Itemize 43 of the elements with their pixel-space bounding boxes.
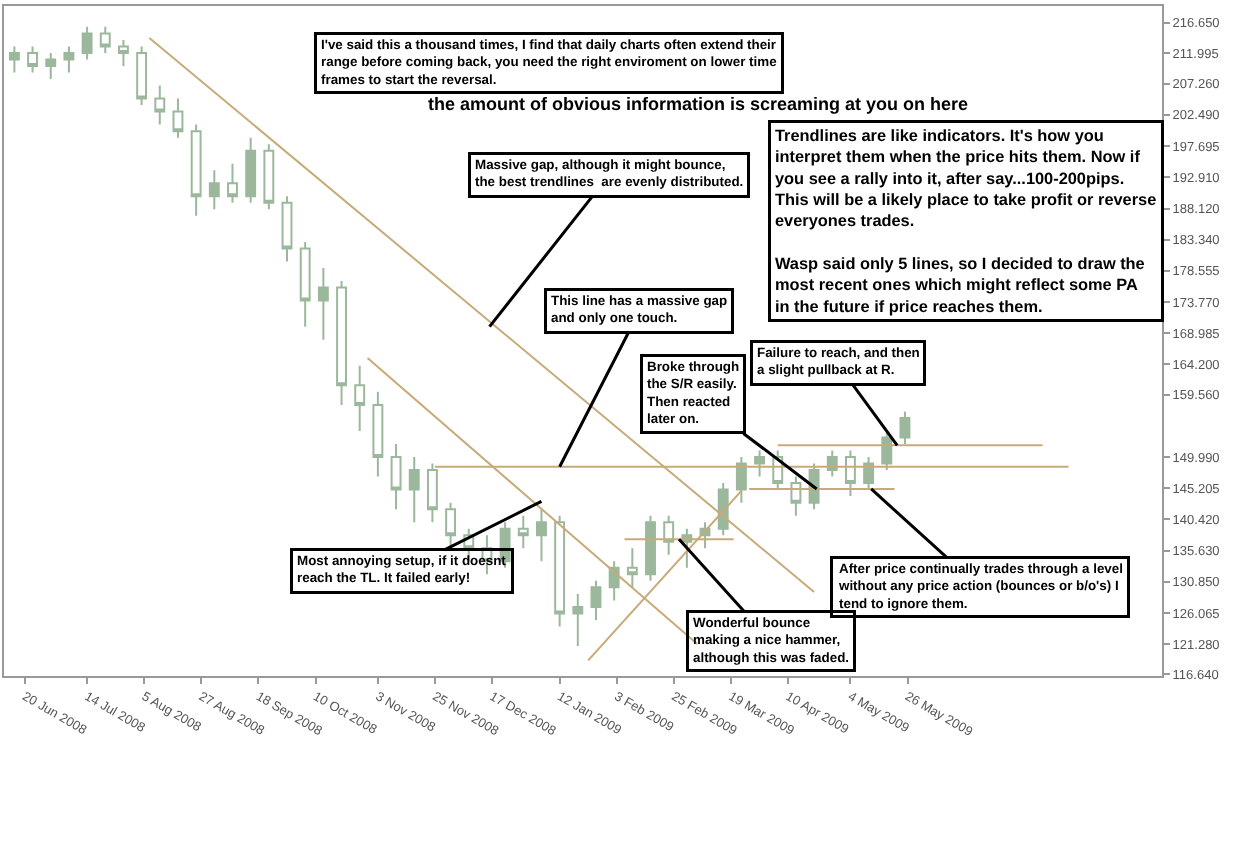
candlestick bbox=[117, 38, 129, 67]
candlestick bbox=[536, 508, 547, 563]
candlestick bbox=[626, 547, 638, 589]
candlestick bbox=[263, 143, 275, 211]
candlestick bbox=[172, 97, 184, 139]
candlestick bbox=[390, 442, 402, 511]
candlestick bbox=[554, 514, 566, 628]
candlestick bbox=[281, 195, 293, 263]
candlestick bbox=[8, 45, 20, 74]
candlestick bbox=[227, 162, 238, 204]
candlestick bbox=[27, 45, 39, 74]
candlestick bbox=[63, 45, 75, 74]
candlestick bbox=[245, 136, 257, 204]
candlestick bbox=[299, 240, 311, 328]
candlestick bbox=[317, 267, 329, 341]
candlestick bbox=[336, 280, 347, 406]
candlestick bbox=[517, 514, 529, 550]
candlestick bbox=[136, 45, 148, 107]
candlestick bbox=[408, 456, 420, 524]
candlestick bbox=[154, 84, 166, 126]
candlestick bbox=[426, 462, 438, 524]
candlestick bbox=[899, 410, 911, 445]
candlestick bbox=[208, 169, 220, 211]
text: Trendlines are like indicators. It's how you interpret them when the price hits them. Now if you see a rally into it, after say...100-200pips. This will be a likely place to take profit or reverse everyones trades. Wasp said only 5 lines, so I decided to draw the most recent ones which might reflect some PA in the future if price reaches them. bbox=[775, 127, 1157, 316]
candlestick bbox=[754, 449, 765, 478]
candlestick bbox=[445, 501, 457, 550]
candlestick bbox=[790, 475, 802, 517]
candlestick bbox=[663, 514, 675, 556]
candlestick bbox=[881, 429, 893, 472]
candlestick bbox=[45, 51, 57, 80]
candlestick bbox=[863, 456, 875, 491]
candlestick bbox=[372, 390, 384, 478]
candlestick bbox=[608, 560, 620, 602]
candlestick bbox=[590, 579, 602, 621]
candlestick bbox=[81, 25, 93, 61]
candlestick bbox=[735, 456, 747, 504]
candlestick bbox=[190, 123, 202, 217]
candlestick bbox=[572, 592, 584, 648]
candlestick bbox=[645, 514, 656, 582]
candlestick bbox=[844, 449, 856, 498]
candlestick bbox=[354, 364, 366, 432]
annotation: the amount of obvious information is screaming at you on here bbox=[428, 94, 969, 114]
candlestick bbox=[99, 25, 111, 54]
